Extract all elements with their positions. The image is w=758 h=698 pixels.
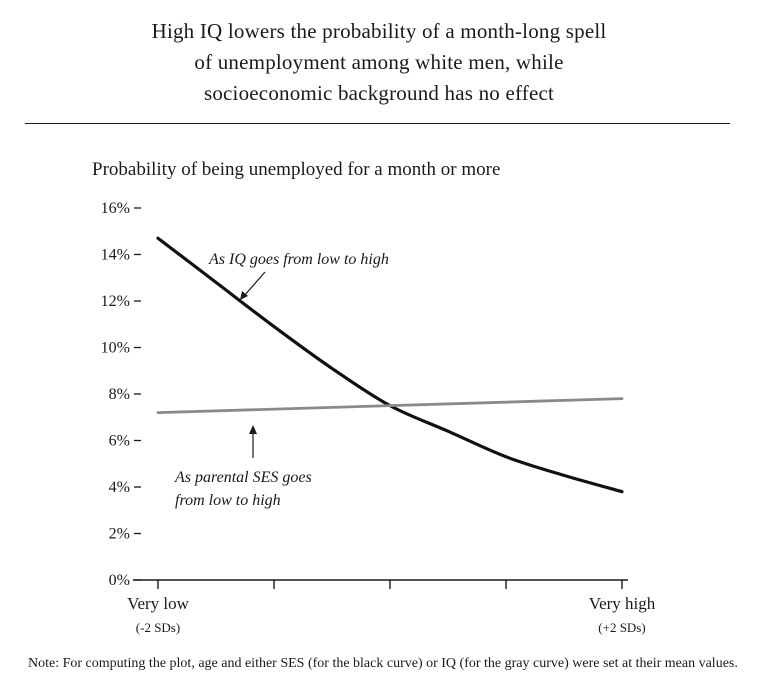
chart-title: High IQ lowers the probability of a mont… — [0, 16, 758, 109]
annotation-iq-text: As IQ goes from low to high — [208, 251, 389, 268]
annotation-iq-arrowhead — [240, 291, 248, 300]
chart-note: Note: For computing the plot, age and ei… — [28, 656, 738, 671]
series-line-0 — [156, 236, 624, 494]
y-axis-label: Probability of being unemployed for a mo… — [92, 159, 501, 180]
y-tick-label-4: 8% — [109, 386, 130, 403]
y-tick-label-2: 4% — [109, 479, 130, 496]
annotation-iq-arrow — [243, 271, 266, 297]
annotation-ses-arrowhead — [249, 425, 257, 434]
y-tick-label-7: 14% — [101, 247, 130, 264]
chart-title-line-3: socioeconomic background has no effect — [203, 81, 555, 105]
y-tick-label-8: 16% — [101, 200, 130, 217]
annotation-ses-text-line-2: from low to high — [175, 492, 281, 509]
y-tick-label-3: 6% — [109, 433, 130, 450]
x-tick-label-0: Very low — [127, 594, 190, 613]
chart-title-line-1: High IQ lowers the probability of a mont… — [151, 19, 607, 43]
line-chart: 0% 2% 4% 6% 8% 10% 12% 14% 16% Very low (-2 SDs) Ve… — [101, 200, 656, 635]
y-tick-label-5: 10% — [101, 340, 130, 357]
x-tick-sublabel-1: (+2 SDs) — [598, 620, 645, 635]
title-divider — [25, 123, 730, 124]
chart-title-line-2: of unemployment among white men, while — [194, 50, 564, 74]
annotation-ses-text-line-1: As parental SES goes — [174, 469, 312, 486]
x-tick-label-1: Very high — [589, 594, 656, 613]
series-line-1 — [156, 397, 624, 414]
x-tick-sublabel-0: (-2 SDs) — [136, 620, 180, 635]
y-tick-label-1: 2% — [109, 526, 130, 543]
y-tick-label-6: 12% — [101, 293, 130, 310]
y-tick-label-0: 0% — [109, 572, 130, 589]
